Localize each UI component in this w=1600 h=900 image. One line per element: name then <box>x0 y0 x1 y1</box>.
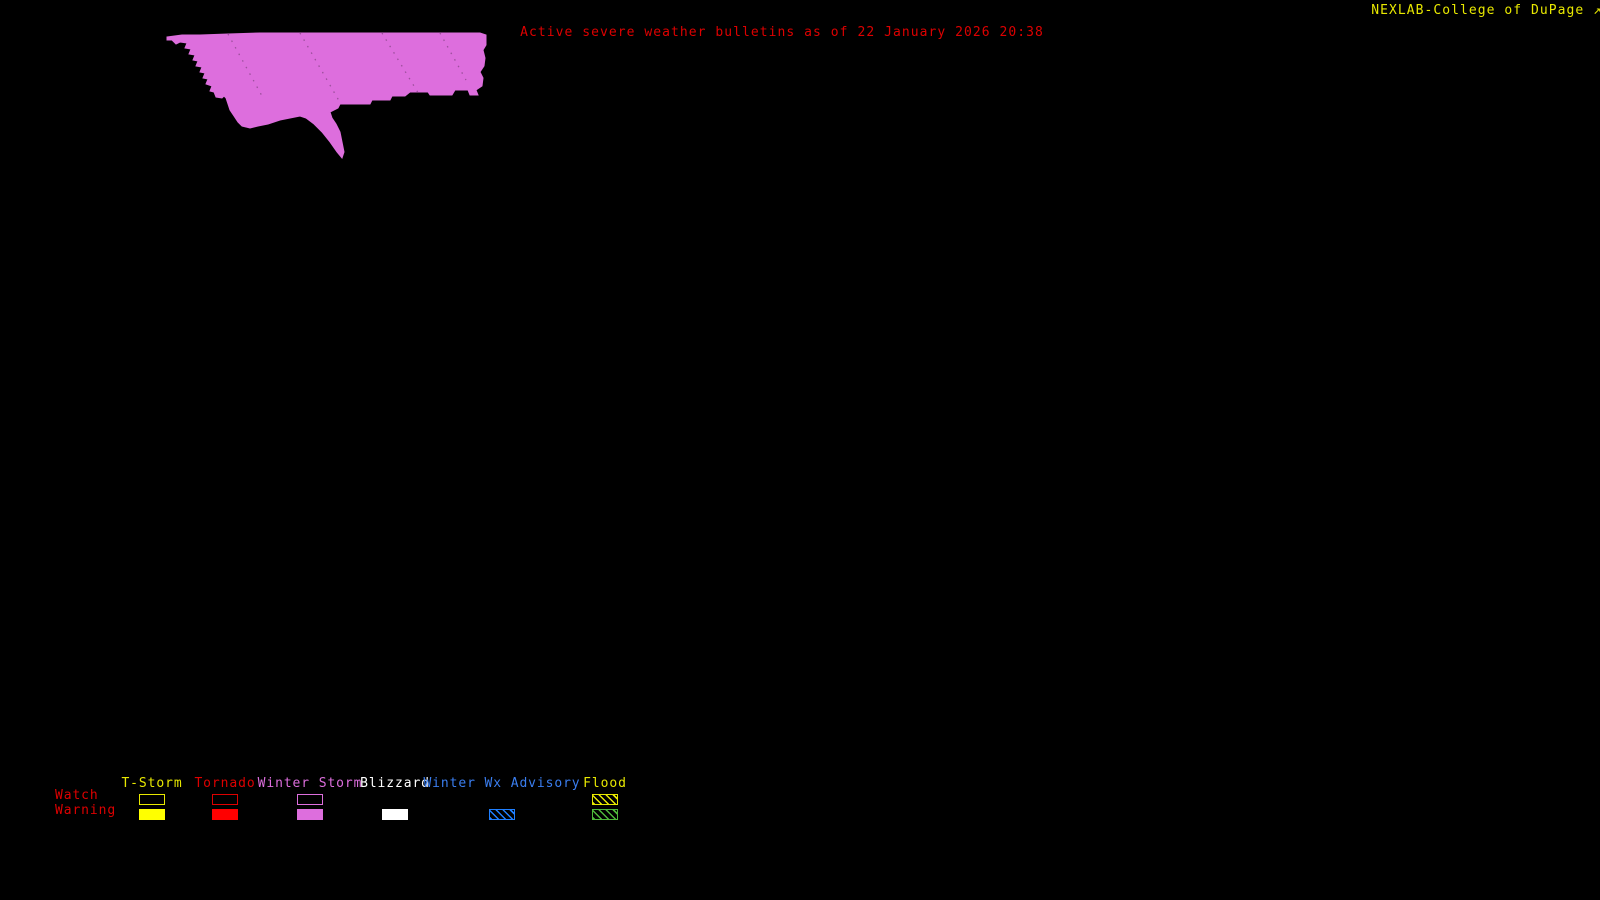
legend-column-t-storm[interactable]: T-Storm <box>100 776 204 828</box>
warning-area-polygon <box>166 32 487 160</box>
legend-column-tornado[interactable]: Tornado <box>173 776 277 828</box>
legend-swatch-flood-warning <box>592 809 618 820</box>
legend-swatch-winter-storm-watch <box>297 794 323 805</box>
legend-swatch-tornado-watch <box>212 794 238 805</box>
legend-swatch-winter-wx-advisory-warning <box>489 809 515 820</box>
legend-swatch-blizzard-warning <box>382 809 408 820</box>
legend-column-winter-storm[interactable]: Winter Storm <box>243 776 377 828</box>
legend-column-flood[interactable]: Flood <box>553 776 657 828</box>
brand-label: NEXLAB-College of DuPage ↗ <box>1371 3 1600 18</box>
legend-row-label-warning: Warning <box>55 803 117 818</box>
legend: Watch Warning T-Storm Tornado Winter Sto… <box>0 770 1600 830</box>
legend-swatch-t-storm-watch <box>139 794 165 805</box>
county-boundary-lines <box>227 33 467 107</box>
legend-label-winter-wx-advisory: Winter Wx Advisory <box>423 776 581 791</box>
legend-swatch-tornado-warning <box>212 809 238 820</box>
legend-row-label-watch: Watch <box>55 788 99 803</box>
legend-column-blizzard[interactable]: Blizzard <box>343 776 447 828</box>
legend-label-blizzard: Blizzard <box>360 776 430 791</box>
legend-swatch-flood-watch <box>592 794 618 805</box>
winter-storm-warning-area[interactable] <box>166 32 487 160</box>
legend-column-winter-wx-advisory[interactable]: Winter Wx Advisory <box>412 776 592 828</box>
legend-label-t-storm: T-Storm <box>121 776 183 791</box>
legend-label-tornado: Tornado <box>194 776 256 791</box>
legend-label-winter-storm: Winter Storm <box>257 776 363 791</box>
legend-swatch-t-storm-warning <box>139 809 165 820</box>
legend-label-flood: Flood <box>583 776 627 791</box>
legend-swatch-winter-storm-warning <box>297 809 323 820</box>
